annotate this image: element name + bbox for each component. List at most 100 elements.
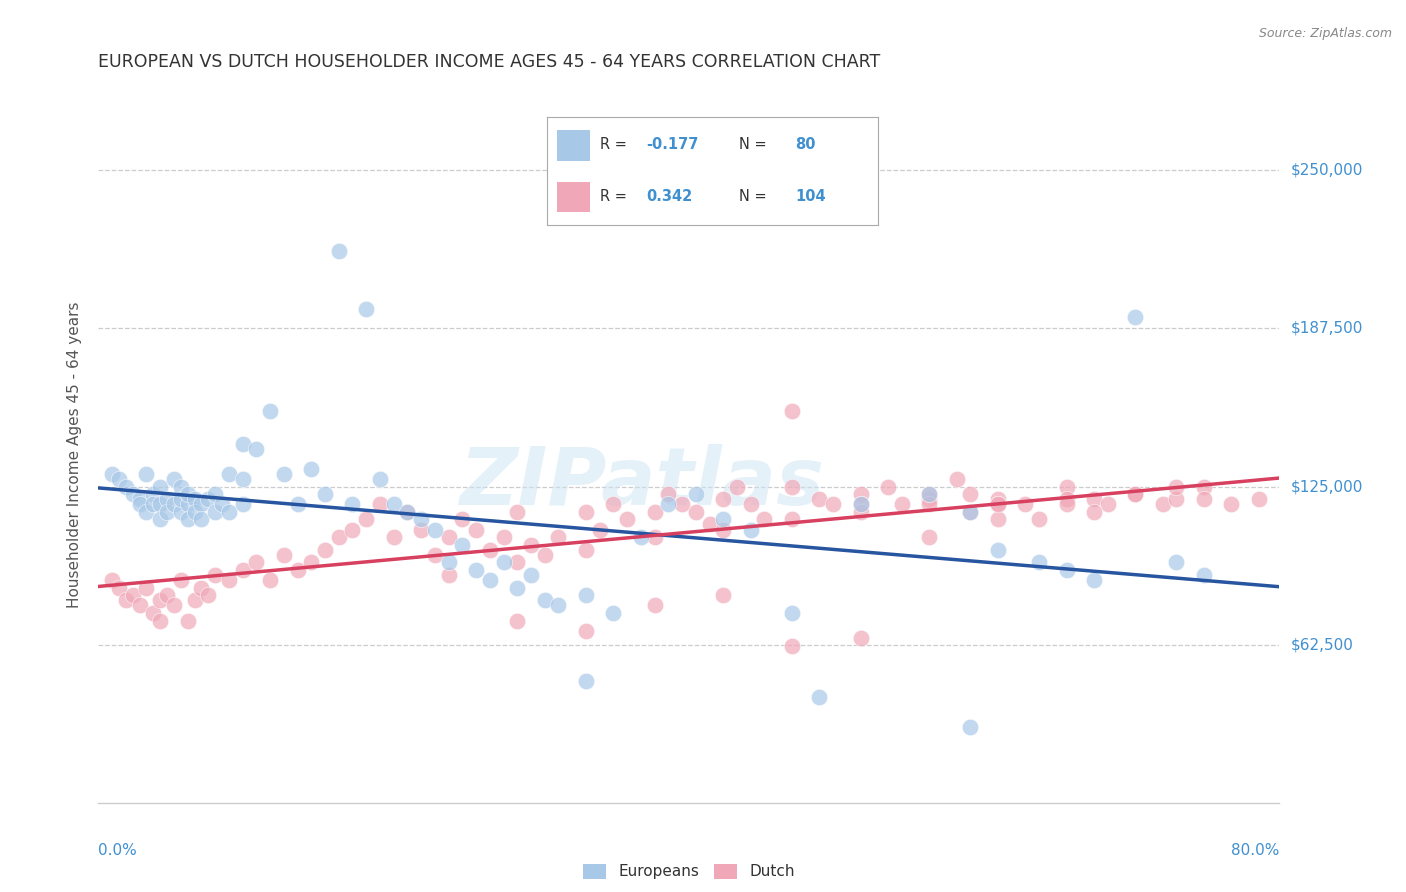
Point — [602, 497, 624, 511]
Point — [149, 593, 172, 607]
Point — [657, 487, 679, 501]
Point — [204, 505, 226, 519]
Point — [602, 606, 624, 620]
Point — [121, 588, 143, 602]
Point — [918, 530, 941, 544]
Text: Source: ZipAtlas.com: Source: ZipAtlas.com — [1258, 27, 1392, 40]
Point — [987, 497, 1010, 511]
Point — [232, 563, 254, 577]
Point — [163, 472, 186, 486]
Point — [128, 492, 150, 507]
Point — [368, 472, 391, 486]
Point — [245, 556, 267, 570]
Point — [1056, 563, 1078, 577]
Point — [1028, 512, 1050, 526]
Point — [108, 472, 131, 486]
Point — [135, 581, 157, 595]
Point — [808, 492, 831, 507]
Point — [163, 599, 186, 613]
Point — [644, 505, 666, 519]
Point — [142, 606, 165, 620]
Point — [1028, 556, 1050, 570]
Point — [987, 542, 1010, 557]
Point — [575, 588, 598, 602]
Point — [183, 593, 205, 607]
Point — [630, 530, 652, 544]
Point — [183, 505, 205, 519]
Point — [1166, 492, 1188, 507]
Point — [711, 512, 734, 526]
Point — [354, 512, 377, 526]
Point — [1083, 492, 1105, 507]
Point — [232, 497, 254, 511]
Point — [711, 588, 734, 602]
Point — [1152, 497, 1174, 511]
Point — [725, 479, 748, 493]
Point — [1014, 497, 1036, 511]
Text: EUROPEAN VS DUTCH HOUSEHOLDER INCOME AGES 45 - 64 YEARS CORRELATION CHART: EUROPEAN VS DUTCH HOUSEHOLDER INCOME AGE… — [98, 54, 880, 71]
Point — [849, 632, 872, 646]
Point — [156, 492, 179, 507]
Text: $250,000: $250,000 — [1291, 163, 1362, 178]
Point — [1083, 505, 1105, 519]
Point — [190, 512, 212, 526]
Point — [218, 573, 240, 587]
Point — [478, 573, 501, 587]
Point — [644, 530, 666, 544]
Point — [465, 563, 488, 577]
Point — [575, 624, 598, 638]
Text: $62,500: $62,500 — [1291, 637, 1354, 652]
Point — [170, 573, 193, 587]
Point — [780, 639, 803, 653]
Point — [197, 588, 219, 602]
Point — [287, 563, 309, 577]
Point — [245, 442, 267, 456]
Point — [314, 542, 336, 557]
Point — [259, 573, 281, 587]
Point — [1097, 497, 1119, 511]
Point — [1192, 568, 1215, 582]
Point — [314, 487, 336, 501]
Point — [959, 487, 981, 501]
Point — [520, 538, 543, 552]
Point — [711, 492, 734, 507]
Point — [149, 497, 172, 511]
Point — [176, 614, 198, 628]
Point — [685, 505, 707, 519]
Point — [945, 472, 967, 486]
Point — [176, 497, 198, 511]
Point — [287, 497, 309, 511]
Point — [685, 487, 707, 501]
Point — [1056, 497, 1078, 511]
Point — [1247, 492, 1270, 507]
Point — [299, 462, 322, 476]
Point — [259, 403, 281, 417]
Text: ZIPatlas: ZIPatlas — [460, 443, 824, 522]
Point — [342, 523, 364, 537]
Point — [1123, 487, 1146, 501]
Point — [492, 530, 515, 544]
Y-axis label: Householder Income Ages 45 - 64 years: Householder Income Ages 45 - 64 years — [67, 301, 83, 608]
Point — [1166, 556, 1188, 570]
Point — [328, 530, 350, 544]
Point — [1123, 487, 1146, 501]
Point — [218, 467, 240, 481]
Point — [451, 538, 474, 552]
Point — [396, 505, 419, 519]
Point — [1056, 479, 1078, 493]
Point — [616, 512, 638, 526]
Point — [299, 556, 322, 570]
Point — [437, 556, 460, 570]
Point — [780, 606, 803, 620]
Point — [135, 467, 157, 481]
Point — [959, 505, 981, 519]
Point — [149, 479, 172, 493]
Point — [780, 512, 803, 526]
Point — [190, 581, 212, 595]
Point — [987, 512, 1010, 526]
Point — [547, 530, 569, 544]
Point — [101, 573, 124, 587]
Point — [808, 690, 831, 704]
Point — [959, 505, 981, 519]
Point — [170, 479, 193, 493]
